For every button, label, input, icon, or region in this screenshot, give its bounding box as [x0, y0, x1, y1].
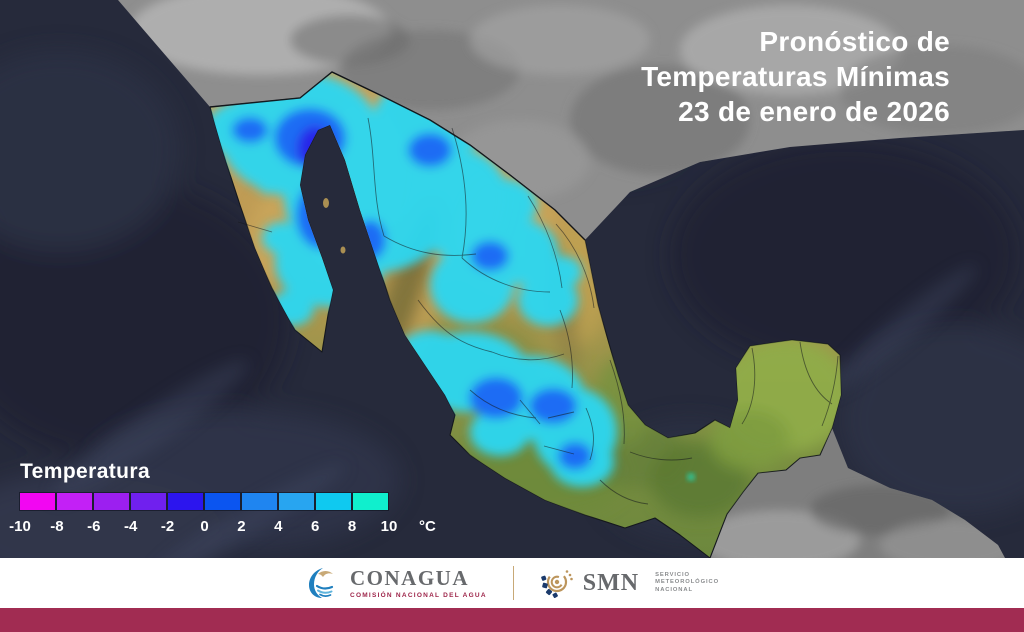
- legend-tick-label: -4: [124, 518, 138, 535]
- isolated-cold-spot: [687, 473, 695, 481]
- legend-tick-label: 6: [311, 518, 320, 535]
- smn-caracol-icon: [540, 570, 573, 598]
- legend-tick-label: -10: [9, 518, 31, 535]
- legend-unit-label: °C: [419, 518, 436, 535]
- legend-colorbar: [19, 492, 458, 511]
- legend-tick-label: -8: [50, 518, 64, 535]
- legend-color-segment: [315, 492, 352, 511]
- legend-color-segment: [19, 492, 56, 511]
- forecast-title-line1: Pronóstico de: [759, 26, 950, 57]
- smn-subtitle-line1: SERVICIO: [655, 571, 690, 578]
- legend-tick-label: 2: [237, 518, 246, 535]
- conagua-subtitle: COMISIÓN NACIONAL DEL AGUA: [350, 591, 487, 599]
- legend-color-segment: [204, 492, 241, 511]
- forecast-title-line3: 23 de enero de 2026: [678, 96, 950, 127]
- ocean-ridges: [51, 264, 978, 558]
- conagua-logo: CONAGUA COMISIÓN NACIONAL DEL AGUA: [305, 567, 487, 599]
- legend-color-segment: [352, 492, 389, 511]
- legend-color-segment: [241, 492, 278, 511]
- logo-divider: [512, 566, 514, 600]
- mexico-temperature-map: Pronóstico de Temperaturas Mínimas 23 de…: [0, 0, 1024, 558]
- legend-title: Temperatura: [20, 460, 151, 483]
- legend-color-segment: [278, 492, 315, 511]
- legend-tick-label: 0: [200, 518, 209, 535]
- forecast-title: Pronóstico de Temperaturas Mínimas 23 de…: [641, 24, 950, 129]
- bottom-accent-stripe: [0, 608, 1024, 632]
- temperature-legend: Temperatura °C -10 -8 -6 -4 -2 0 2 4 6 8 10: [9, 460, 458, 538]
- legend-tick-label: 10: [380, 518, 398, 535]
- smn-wordmark: SMN: [582, 570, 640, 596]
- legend-color-segment: [167, 492, 204, 511]
- map-graphic: [0, 0, 1024, 558]
- legend-color-segment: [130, 492, 167, 511]
- smn-logo: SMN SERVICIO METEOROLÓGICO NACIONAL: [540, 568, 719, 598]
- conagua-wordmark: CONAGUA: [350, 565, 470, 590]
- legend-tick-row: °C -10 -8 -6 -4 -2 0 2 4 6 8 10: [9, 518, 458, 538]
- smn-subtitle-line2: METEOROLÓGICO: [655, 579, 719, 586]
- legend-color-segment: [56, 492, 93, 511]
- legend-tick-label: -2: [160, 518, 175, 535]
- conagua-icon: [309, 568, 334, 598]
- smn-subtitle: SERVICIO METEOROLÓGICO NACIONAL: [655, 572, 719, 595]
- legend-tick-label: 8: [347, 518, 357, 535]
- legend-tick-label: -6: [87, 518, 101, 535]
- forecast-title-line2: Temperaturas Mínimas: [641, 61, 950, 92]
- legend-color-segment: [93, 492, 130, 511]
- smn-subtitle-line3: NACIONAL: [655, 586, 693, 593]
- gulf-islands: [323, 198, 346, 254]
- us-mexico-border: [209, 71, 586, 241]
- legend-tick-label: 4: [274, 518, 283, 535]
- institutional-footer: CONAGUA COMISIÓN NACIONAL DEL AGUA: [0, 558, 1024, 608]
- state-boundaries: [237, 117, 839, 505]
